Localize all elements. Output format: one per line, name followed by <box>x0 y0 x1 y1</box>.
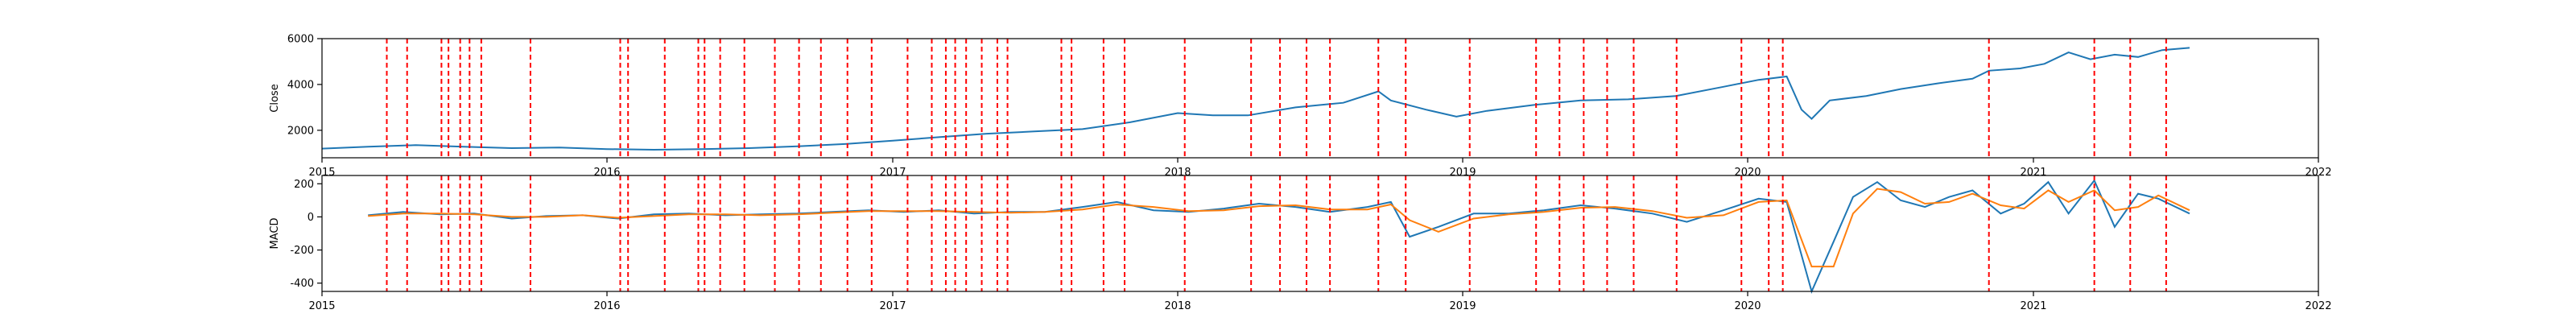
x-tick-label: 2020 <box>1734 300 1761 312</box>
y-tick-label: 200 <box>294 179 314 191</box>
x-tick-label: 2017 <box>879 167 906 179</box>
close-price-panel: 2015 2016 2017 2018 2019 2020 2021 202220004000… <box>269 34 2332 180</box>
y-tick-label: -200 <box>290 245 314 257</box>
x-tick-label: 2018 <box>1164 300 1191 312</box>
close-series-line <box>321 47 2190 151</box>
y-tick-label: -400 <box>290 278 314 290</box>
x-tick-label: 2020 <box>1734 167 1761 179</box>
x-tick-label: 2015 <box>308 300 335 312</box>
x-tick-label: 2021 <box>2020 300 2046 312</box>
x-tick-label: 2016 <box>593 167 620 179</box>
x-tick-label: 2021 <box>2020 167 2046 179</box>
axes-frame <box>321 175 2319 292</box>
signal-series-line <box>368 188 2190 268</box>
x-tick-label: 2019 <box>1449 167 1476 179</box>
y-tick-label: 6000 <box>287 34 314 46</box>
y-tick-label: 2000 <box>287 125 314 137</box>
y-tick-label: 0 <box>308 212 314 224</box>
y-axis-label: MACD <box>269 218 281 250</box>
y-tick-label: 4000 <box>287 79 314 91</box>
x-tick-label: 2017 <box>879 300 906 312</box>
macd-panel: 2015 2016 2017 2018 2019 2020 2021 2022 -400 -200… <box>269 175 2332 312</box>
x-tick-label: 2019 <box>1449 300 1476 312</box>
macd-series-line <box>368 179 2190 294</box>
x-tick-label: 2018 <box>1164 167 1191 179</box>
axes-frame <box>321 38 2319 159</box>
x-tick-label: 2016 <box>593 300 620 312</box>
y-axis-label: Close <box>269 84 281 112</box>
x-tick-label: 2022 <box>2305 300 2331 312</box>
